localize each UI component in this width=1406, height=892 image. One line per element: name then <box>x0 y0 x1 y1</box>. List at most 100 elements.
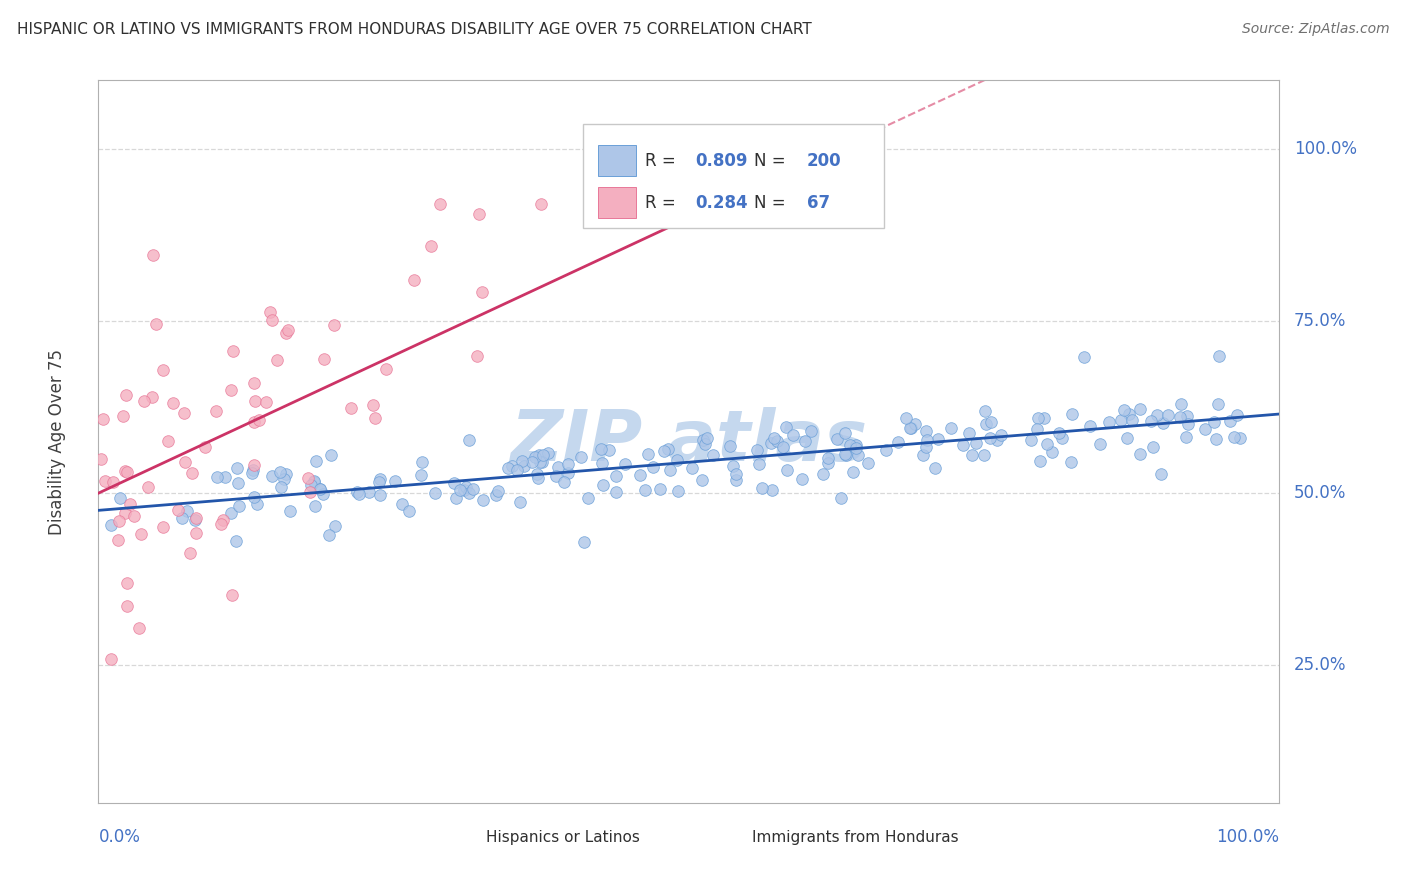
Point <box>243 393 266 408</box>
Point <box>1109 413 1132 427</box>
Point <box>900 421 922 435</box>
Point <box>574 535 596 549</box>
Point <box>184 513 207 527</box>
Point <box>108 491 131 505</box>
Point <box>965 435 987 450</box>
Point <box>346 484 368 499</box>
Point <box>242 463 264 477</box>
Point <box>654 443 676 458</box>
Point <box>1204 415 1226 429</box>
Point <box>391 497 413 511</box>
Point <box>1073 351 1095 365</box>
Point <box>219 383 242 397</box>
Point <box>226 461 249 475</box>
Point <box>1157 408 1180 422</box>
Text: 100.0%: 100.0% <box>1216 828 1279 847</box>
Text: 0.0%: 0.0% <box>98 828 141 847</box>
Point <box>370 471 392 485</box>
Point <box>761 483 783 497</box>
Point <box>453 483 475 498</box>
Point <box>299 477 322 491</box>
Text: 0.284: 0.284 <box>695 194 748 212</box>
Point <box>368 488 391 502</box>
Point <box>262 469 284 483</box>
FancyBboxPatch shape <box>598 187 636 218</box>
Point <box>297 471 319 485</box>
Point <box>209 516 232 531</box>
Point <box>243 376 266 390</box>
Point <box>1019 433 1042 447</box>
Point <box>591 442 613 457</box>
Point <box>419 239 441 253</box>
Point <box>103 475 125 490</box>
Text: R =: R = <box>645 153 682 170</box>
Text: 100.0%: 100.0% <box>1294 140 1357 158</box>
Point <box>1116 431 1139 445</box>
Point <box>512 459 534 474</box>
Point <box>775 420 797 434</box>
Point <box>276 326 298 341</box>
Point <box>1223 430 1246 444</box>
Point <box>898 421 921 435</box>
FancyBboxPatch shape <box>598 145 636 176</box>
Point <box>527 448 550 462</box>
Point <box>398 504 420 518</box>
Point <box>361 398 384 412</box>
Point <box>186 511 208 525</box>
Point <box>225 534 247 549</box>
Point <box>176 504 198 518</box>
Point <box>309 482 332 496</box>
Point <box>364 410 387 425</box>
Point <box>792 472 814 486</box>
Point <box>115 465 138 479</box>
Point <box>1229 431 1251 445</box>
Point <box>312 487 335 501</box>
Point <box>817 451 839 466</box>
Point <box>510 454 533 468</box>
Point <box>274 467 297 481</box>
Point <box>240 466 263 480</box>
Point <box>269 465 291 479</box>
Point <box>454 480 477 494</box>
Point <box>173 455 195 469</box>
Point <box>530 197 553 211</box>
Point <box>696 431 718 445</box>
Point <box>1040 445 1063 459</box>
Point <box>122 509 145 524</box>
Point <box>782 427 804 442</box>
Point <box>100 518 122 533</box>
Point <box>557 466 579 480</box>
Point <box>776 463 799 477</box>
Point <box>817 456 839 470</box>
Point <box>1112 403 1135 417</box>
Point <box>772 440 794 454</box>
Point <box>894 411 917 425</box>
Point <box>506 463 529 477</box>
Text: N =: N = <box>754 194 790 212</box>
Point <box>128 621 150 635</box>
Text: 50.0%: 50.0% <box>1294 484 1346 502</box>
Point <box>681 461 703 475</box>
Point <box>115 388 138 402</box>
Point <box>825 432 848 446</box>
Point <box>1129 402 1152 417</box>
Point <box>94 474 117 488</box>
Point <box>569 450 592 465</box>
Point <box>520 455 543 469</box>
Point <box>1170 397 1192 411</box>
Point <box>219 506 242 520</box>
Point <box>914 424 936 438</box>
Point <box>1150 467 1173 482</box>
Point <box>115 576 138 591</box>
Text: 75.0%: 75.0% <box>1294 312 1346 330</box>
Text: 200: 200 <box>807 153 842 170</box>
Point <box>1142 440 1164 454</box>
Point <box>598 442 620 457</box>
Point <box>1078 418 1101 433</box>
Point <box>242 458 264 472</box>
Point <box>927 432 949 446</box>
Point <box>184 525 207 540</box>
Point <box>530 455 553 469</box>
Point <box>980 415 1002 429</box>
Point <box>657 442 679 457</box>
